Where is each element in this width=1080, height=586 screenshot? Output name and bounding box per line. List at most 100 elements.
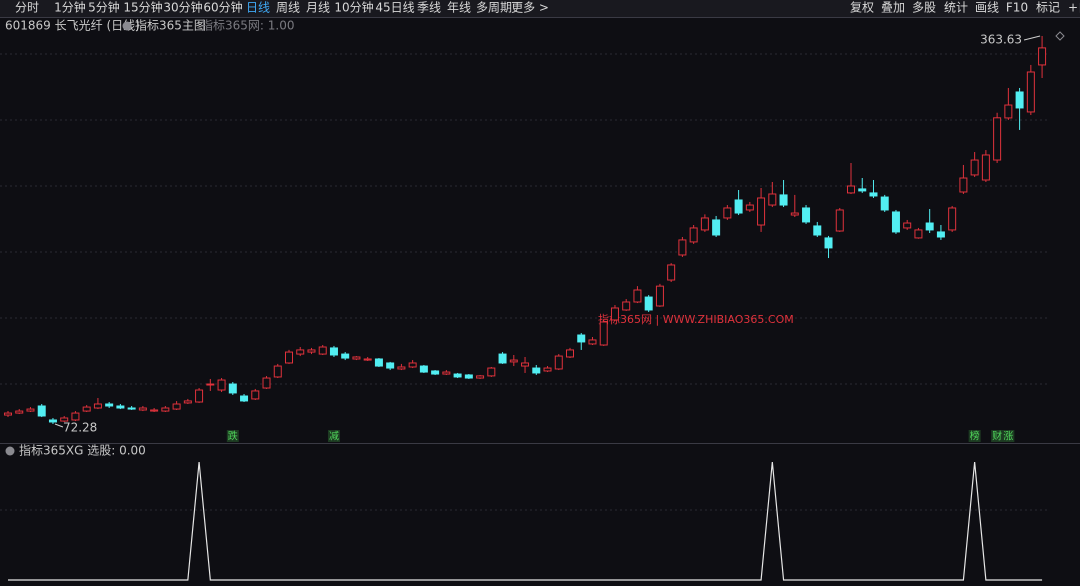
low-label: 72.28 (63, 421, 97, 435)
candle-body (183, 400, 192, 404)
period-tab[interactable]: 周线 (276, 1, 300, 15)
indicator-value: 指标365网: 1.00 (201, 18, 294, 33)
candle-body (195, 389, 204, 403)
candle-body (1038, 47, 1047, 66)
candle-body (26, 408, 35, 412)
candle-body (959, 177, 968, 193)
candle-body (273, 365, 282, 378)
candle-body (228, 383, 237, 394)
event-tag-bg (991, 430, 1004, 442)
candle-body (734, 199, 743, 214)
tool-button[interactable]: 画线 (975, 1, 999, 15)
period-tab-active[interactable]: 日线 (246, 1, 270, 15)
candle-body (419, 365, 428, 373)
candle-body (307, 349, 316, 353)
tool-button[interactable]: 叠加 (881, 1, 905, 15)
candle-body (824, 237, 833, 249)
candle-body (93, 403, 102, 409)
event-tag: 涨 (1003, 431, 1013, 443)
candle-body (206, 383, 215, 386)
period-tab[interactable]: 10分钟 (334, 0, 373, 15)
candle-body (71, 412, 80, 421)
settings-icon[interactable] (1055, 31, 1065, 41)
annotation-arrow (54, 423, 64, 428)
event-tag-bg (327, 430, 340, 442)
candle-body (318, 346, 327, 355)
candle-body (757, 197, 766, 226)
period-tab[interactable]: 年线 (447, 1, 471, 15)
period-tab[interactable]: 分时 (15, 1, 39, 15)
period-tab[interactable]: 30分钟 (163, 0, 202, 15)
candle-body (599, 321, 608, 346)
candle-body (150, 409, 159, 412)
candle-body (329, 347, 338, 356)
candle-body (981, 154, 990, 181)
tool-button[interactable]: +自 (1068, 1, 1080, 15)
candle-body (993, 117, 1002, 161)
candle-body (745, 204, 754, 211)
candle-body (285, 351, 293, 364)
period-tab[interactable]: 季线 (417, 1, 441, 15)
candle-body (610, 307, 619, 321)
tool-button[interactable]: 统计 (944, 1, 968, 15)
candle-body (521, 362, 530, 367)
candle-body (712, 219, 721, 236)
candle-body (554, 355, 563, 370)
candle-body (768, 193, 777, 206)
candle-body (161, 407, 170, 412)
candle-body (408, 362, 417, 368)
indicator-icon[interactable] (5, 446, 15, 456)
tool-button[interactable]: 复权 (850, 1, 874, 15)
event-tag-bg (1002, 430, 1015, 442)
candle-body (667, 264, 676, 281)
candle-body (847, 185, 855, 194)
period-tab[interactable]: 45日线 (375, 1, 414, 15)
candle-body (464, 374, 473, 379)
period-tab[interactable]: 1分钟 (54, 0, 86, 15)
candle-body (397, 366, 406, 370)
candle-body (442, 371, 451, 375)
tool-button[interactable]: 多股 (912, 1, 936, 15)
indicator-icon[interactable] (122, 21, 132, 31)
candle-body (970, 159, 979, 176)
toolbar-bg (0, 0, 1080, 17)
candle-body (543, 367, 552, 372)
candle-body (15, 410, 24, 414)
event-tag: 榜 (970, 430, 980, 443)
candle-body (509, 359, 518, 363)
indicator-title: 指标365XG 选股: 0.00 (19, 443, 146, 458)
candle-body (566, 349, 574, 358)
period-tab[interactable]: 更多 > (511, 1, 549, 15)
candle-body (925, 222, 934, 231)
period-tab[interactable]: 5分钟 (88, 0, 120, 15)
event-tag: 跌 (228, 430, 238, 443)
high-label: 363.63 (980, 33, 1022, 47)
candle-body (296, 349, 305, 355)
period-tab[interactable]: 多周期 (476, 1, 512, 15)
candle-body (37, 405, 46, 417)
candle-body (577, 334, 586, 343)
candle-body (948, 207, 957, 231)
period-tab[interactable]: 15分钟 (123, 0, 162, 15)
candle-body (251, 390, 260, 400)
candle-body (936, 231, 945, 238)
candle-body (262, 377, 271, 389)
period-tab[interactable]: 月线 (306, 1, 330, 15)
candle-body (588, 339, 597, 345)
period-tab[interactable]: 60分钟 (203, 0, 242, 15)
candle-body (891, 211, 900, 233)
candle-body (633, 289, 642, 303)
candle-body (172, 403, 181, 410)
candle-body (880, 196, 889, 211)
candle-body (476, 375, 485, 379)
event-tag-bg (968, 430, 981, 442)
candle-body (4, 412, 12, 416)
candle-body (431, 370, 440, 375)
candle-body (82, 406, 91, 412)
event-tag-bg (226, 430, 239, 442)
candle-body (341, 353, 350, 359)
tool-button[interactable]: F10 (1006, 1, 1028, 15)
tool-button[interactable]: 标记 (1036, 1, 1060, 15)
candle-body (700, 217, 709, 231)
